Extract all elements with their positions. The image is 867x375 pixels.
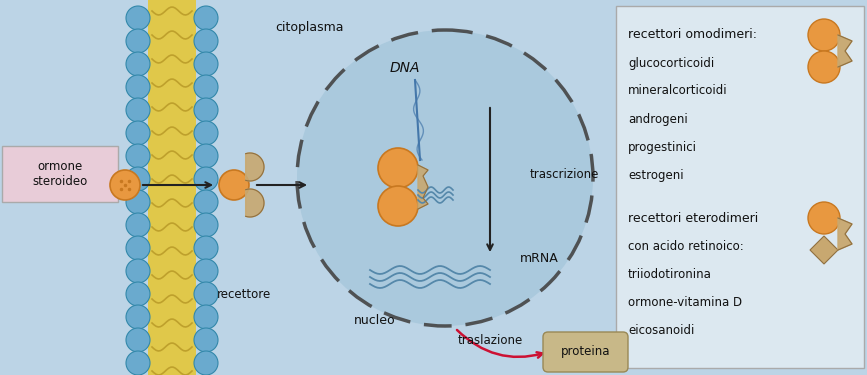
Text: recettori eterodimeri: recettori eterodimeri xyxy=(628,211,759,225)
Text: eicosanoidi: eicosanoidi xyxy=(628,324,694,336)
Text: trascrizione: trascrizione xyxy=(530,168,599,182)
FancyBboxPatch shape xyxy=(616,6,864,368)
FancyBboxPatch shape xyxy=(2,146,118,202)
Circle shape xyxy=(126,75,150,99)
Circle shape xyxy=(194,144,218,168)
Circle shape xyxy=(194,52,218,76)
Circle shape xyxy=(194,259,218,283)
Polygon shape xyxy=(838,35,852,67)
Circle shape xyxy=(126,52,150,76)
Circle shape xyxy=(126,190,150,214)
Circle shape xyxy=(194,213,218,237)
Text: traslazione: traslazione xyxy=(458,333,523,346)
Circle shape xyxy=(194,351,218,375)
Circle shape xyxy=(194,167,218,191)
Text: nucleo: nucleo xyxy=(355,314,396,327)
Polygon shape xyxy=(245,153,264,181)
Text: ormone-vitamina D: ormone-vitamina D xyxy=(628,296,742,309)
Text: citoplasma: citoplasma xyxy=(276,21,344,34)
Circle shape xyxy=(126,282,150,306)
Polygon shape xyxy=(838,218,852,250)
Circle shape xyxy=(126,6,150,30)
Circle shape xyxy=(194,305,218,329)
Circle shape xyxy=(110,170,140,200)
Circle shape xyxy=(219,170,249,200)
Circle shape xyxy=(126,121,150,145)
Circle shape xyxy=(194,98,218,122)
Circle shape xyxy=(297,30,593,326)
Circle shape xyxy=(194,29,218,53)
Circle shape xyxy=(126,98,150,122)
Circle shape xyxy=(194,190,218,214)
Circle shape xyxy=(126,213,150,237)
Text: proteina: proteina xyxy=(561,345,610,358)
Circle shape xyxy=(194,75,218,99)
Circle shape xyxy=(126,29,150,53)
Text: triiodotironina: triiodotironina xyxy=(628,267,712,280)
Circle shape xyxy=(378,148,418,188)
Circle shape xyxy=(194,282,218,306)
Circle shape xyxy=(808,19,840,51)
Circle shape xyxy=(194,121,218,145)
FancyBboxPatch shape xyxy=(543,332,628,372)
Polygon shape xyxy=(810,236,838,264)
Circle shape xyxy=(126,351,150,375)
Text: con acido retinoico:: con acido retinoico: xyxy=(628,240,744,252)
Circle shape xyxy=(378,186,418,226)
Text: recettori omodimeri:: recettori omodimeri: xyxy=(628,28,757,42)
FancyBboxPatch shape xyxy=(148,0,196,375)
Circle shape xyxy=(126,236,150,260)
Circle shape xyxy=(126,144,150,168)
Circle shape xyxy=(808,51,840,83)
Text: glucocorticoidi: glucocorticoidi xyxy=(628,57,714,69)
Text: mRNA: mRNA xyxy=(520,252,558,264)
Circle shape xyxy=(808,202,840,234)
Text: mineralcorticoidi: mineralcorticoidi xyxy=(628,84,727,98)
Circle shape xyxy=(126,305,150,329)
Polygon shape xyxy=(245,189,264,217)
Text: recettore: recettore xyxy=(217,288,271,302)
Text: estrogeni: estrogeni xyxy=(628,168,683,182)
Polygon shape xyxy=(418,165,428,209)
Text: androgeni: androgeni xyxy=(628,112,688,126)
Circle shape xyxy=(194,236,218,260)
Circle shape xyxy=(126,167,150,191)
Circle shape xyxy=(126,328,150,352)
Circle shape xyxy=(126,259,150,283)
Circle shape xyxy=(194,6,218,30)
Text: progestinici: progestinici xyxy=(628,141,697,153)
Text: DNA: DNA xyxy=(390,61,420,75)
Text: ormone
steroideo: ormone steroideo xyxy=(32,160,88,188)
Circle shape xyxy=(194,328,218,352)
